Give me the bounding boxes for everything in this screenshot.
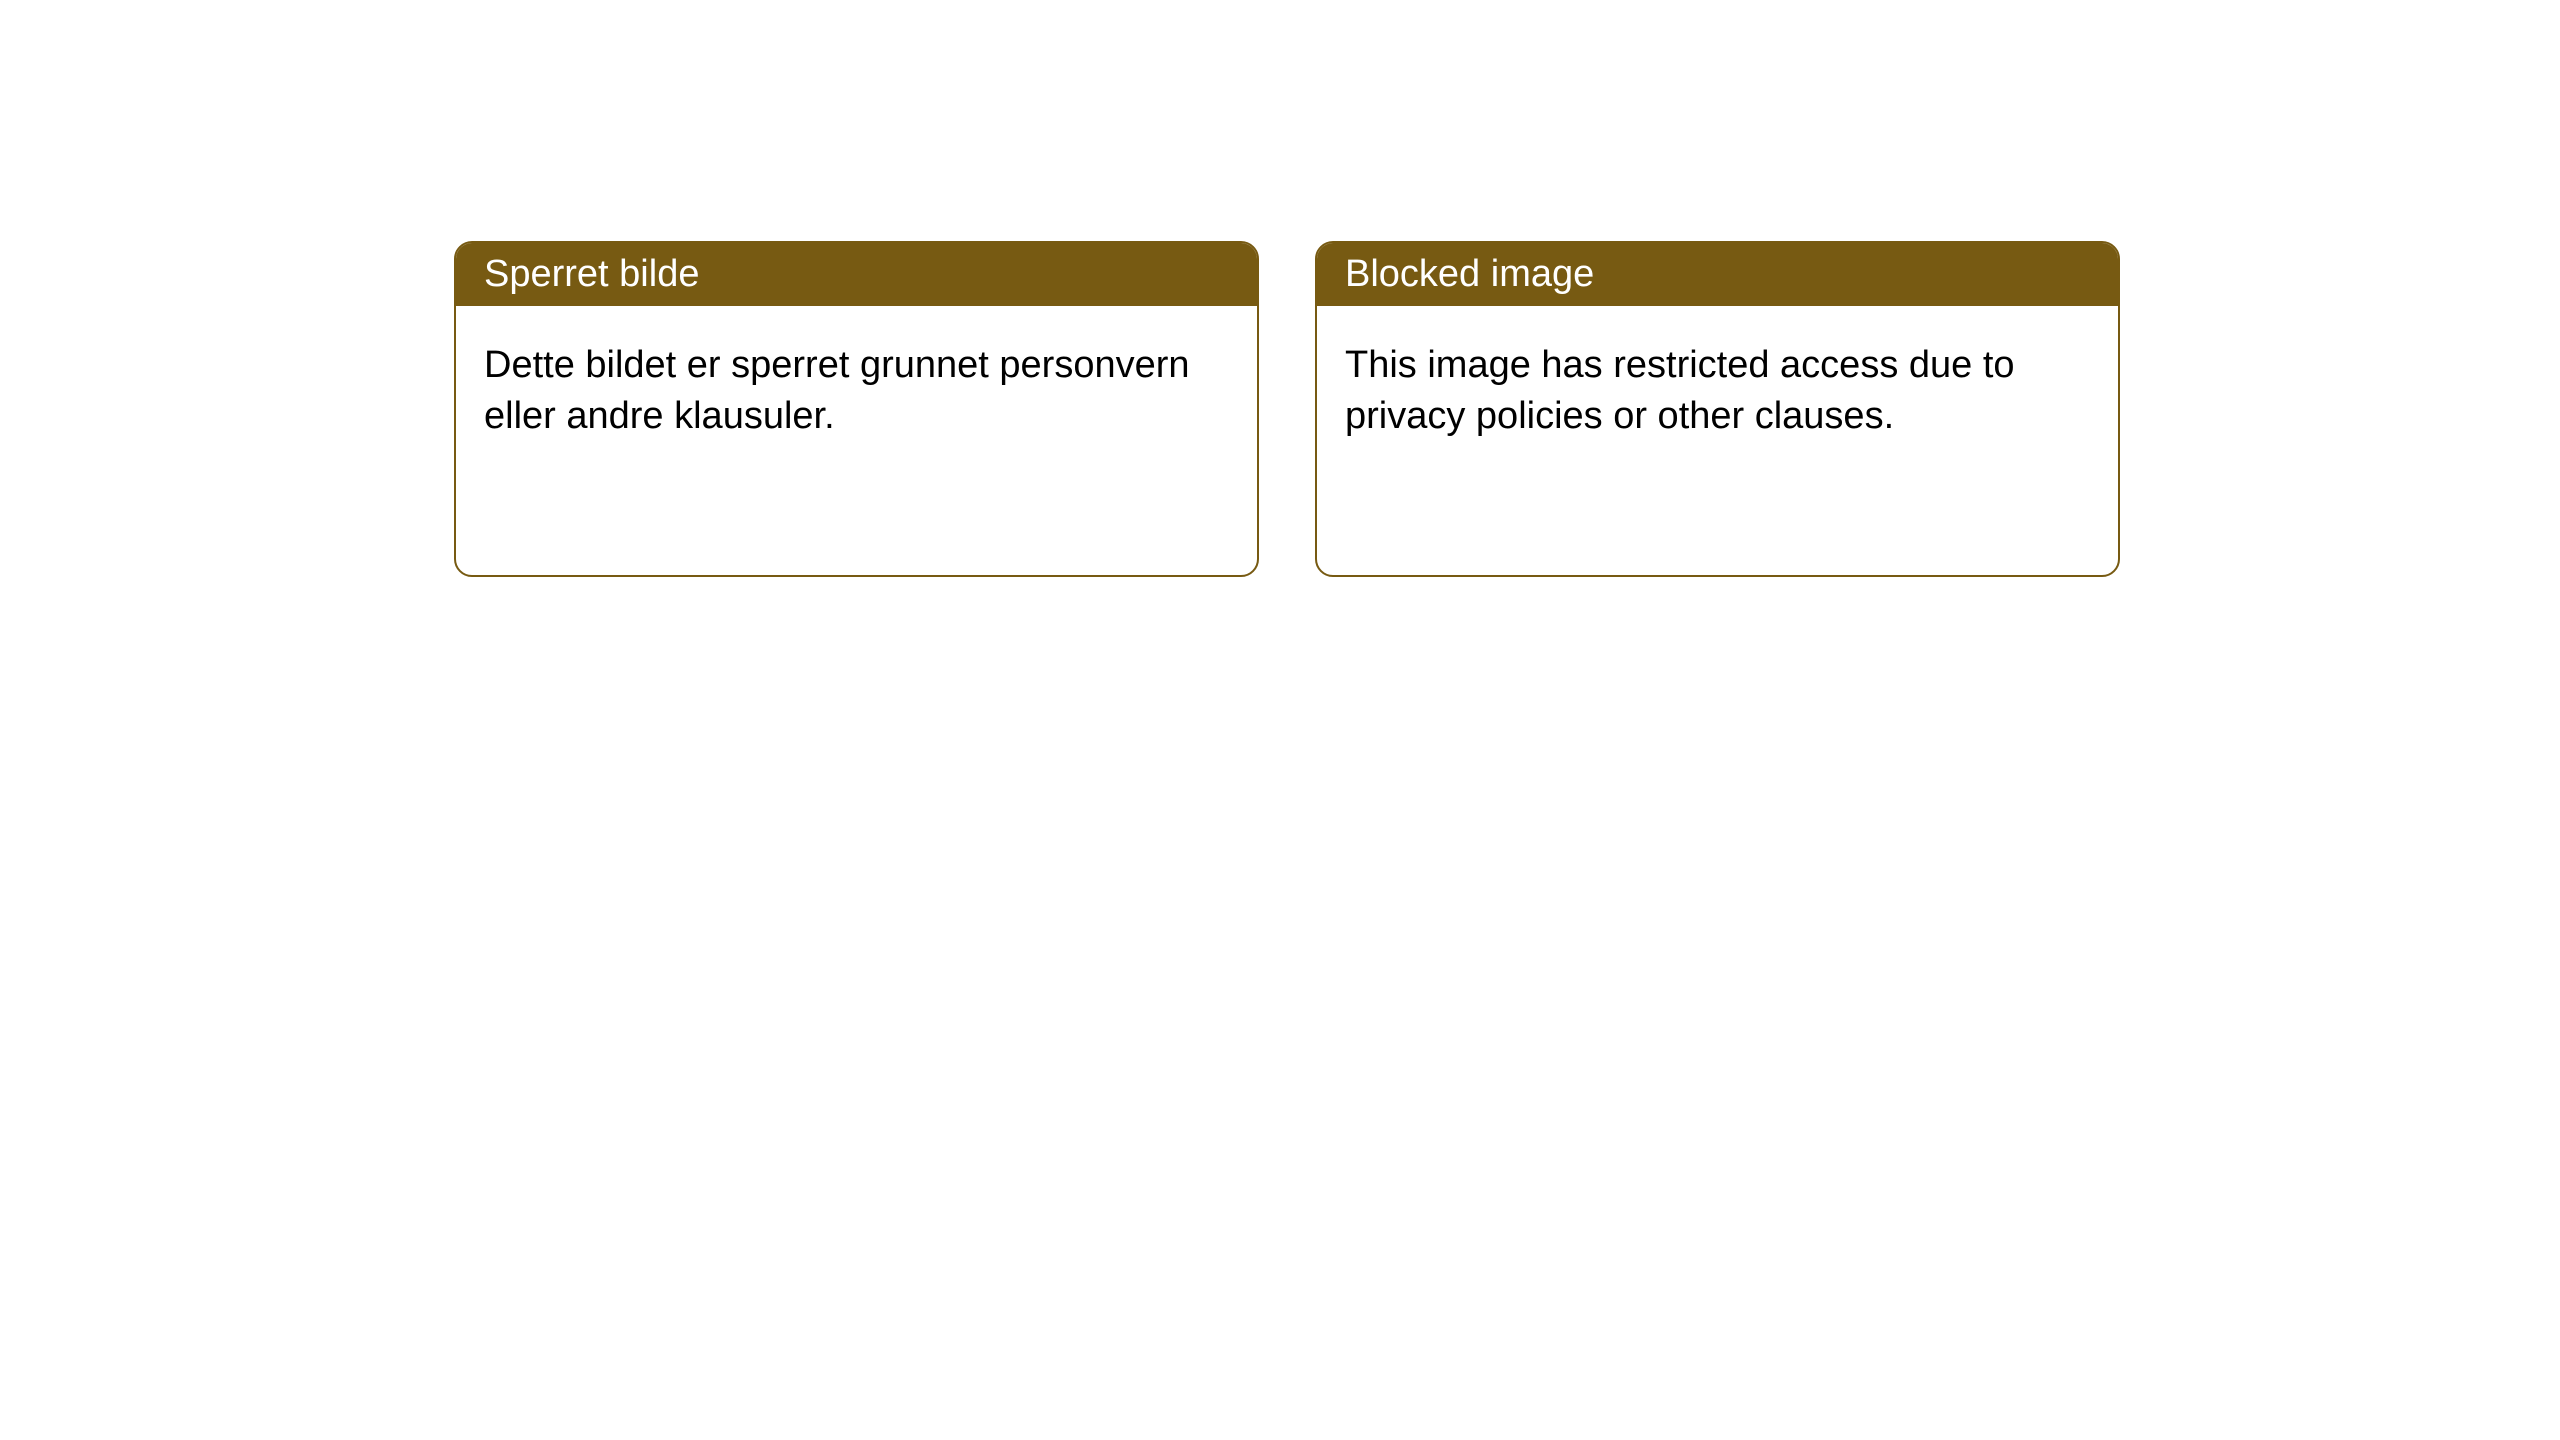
blocked-image-card-norwegian: Sperret bilde Dette bildet er sperret gr… xyxy=(454,241,1259,577)
blocked-image-card-english: Blocked image This image has restricted … xyxy=(1315,241,2120,577)
card-body-text: Dette bildet er sperret grunnet personve… xyxy=(484,344,1190,437)
card-header: Sperret bilde xyxy=(456,243,1257,306)
notice-container: Sperret bilde Dette bildet er sperret gr… xyxy=(0,0,2560,577)
card-body: Dette bildet er sperret grunnet personve… xyxy=(456,306,1257,477)
card-title: Blocked image xyxy=(1345,253,1594,295)
card-header: Blocked image xyxy=(1317,243,2118,306)
card-body: This image has restricted access due to … xyxy=(1317,306,2118,477)
card-body-text: This image has restricted access due to … xyxy=(1345,344,2015,437)
card-title: Sperret bilde xyxy=(484,253,699,295)
